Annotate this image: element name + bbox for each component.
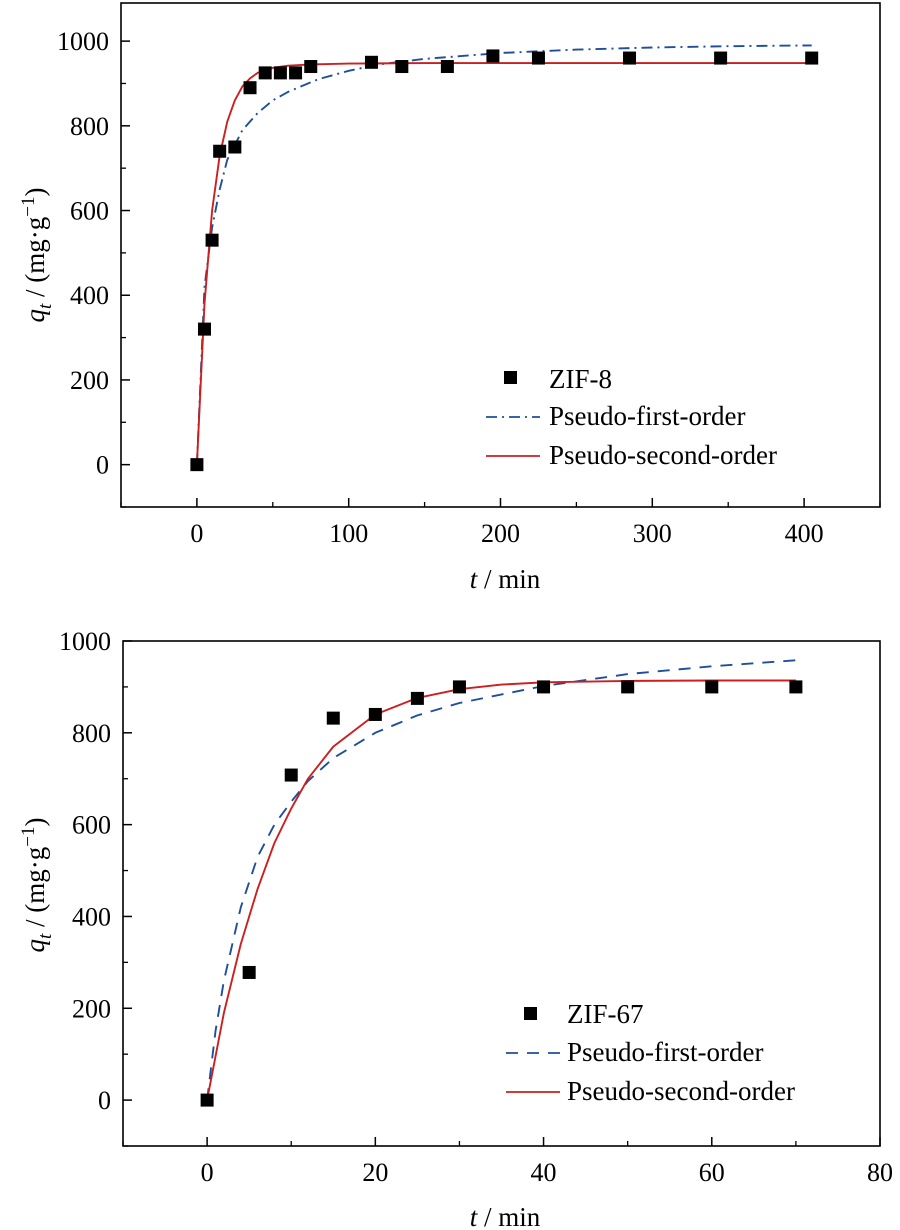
x-tick-label: 400: [785, 519, 824, 548]
data-point: [486, 49, 500, 63]
data-point: [368, 707, 382, 721]
data-point: [242, 965, 256, 979]
data-point: [805, 51, 819, 65]
y-tick-label: 800: [72, 719, 111, 748]
data-point: [190, 458, 204, 472]
series-line-2: [206, 679, 796, 1101]
x-axis-label: t / min: [470, 564, 541, 594]
y-tick-label: 600: [72, 811, 111, 840]
data-point: [531, 51, 545, 65]
legend-entry-first-order: Pseudo-first-order: [567, 1037, 763, 1067]
y-tick-label: 200: [70, 366, 109, 395]
y-tick-label: 1000: [59, 627, 111, 656]
legend-marker-square: [504, 371, 517, 384]
data-point: [395, 60, 409, 74]
data-point: [197, 322, 211, 336]
legend: ZIF-8 Pseudo-first-order Pseudo-second-o…: [486, 364, 777, 470]
x-tick-label: 40: [531, 1158, 557, 1187]
plot-frame: [122, 640, 881, 1147]
x-tick-label: 0: [190, 519, 203, 548]
y-tick-label: 400: [72, 902, 111, 931]
y-tick-label: 600: [70, 197, 109, 226]
x-tick-label: 200: [481, 519, 520, 548]
x-tick-label: 20: [362, 1158, 388, 1187]
x-tick-label: 100: [329, 519, 368, 548]
data-point: [243, 81, 257, 95]
legend-marker-square: [524, 1007, 537, 1020]
y-tick-label: 0: [96, 451, 109, 480]
y-axis-label: qt / (mg·g−1): [18, 188, 56, 323]
legend-entry-zif67: ZIF-67: [567, 999, 644, 1029]
series-line-1: [206, 659, 796, 1101]
data-point: [440, 60, 454, 74]
y-tick-label: 800: [70, 112, 109, 141]
data-point: [258, 66, 272, 80]
legend: ZIF-67 Pseudo-first-order Pseudo-second-…: [506, 999, 795, 1106]
data-point: [273, 66, 287, 80]
legend-entry-second-order: Pseudo-second-order: [549, 440, 777, 470]
data-markers: [190, 49, 819, 472]
data-point: [205, 233, 219, 247]
y-tick-label: 0: [98, 1086, 111, 1115]
data-point: [200, 1093, 214, 1107]
data-point: [228, 140, 242, 154]
data-point: [452, 680, 466, 694]
y-tick-label: 200: [72, 994, 111, 1023]
data-point: [364, 55, 378, 69]
x-tick-label: 300: [633, 519, 672, 548]
data-point: [289, 66, 303, 80]
ticks: 0 100 200 300 400 0 200 400 600 800 1000: [57, 27, 881, 548]
data-point: [537, 680, 551, 694]
x-tick-label: 80: [867, 1158, 893, 1187]
legend-entry-zif8: ZIF-8: [549, 364, 612, 394]
data-point: [410, 691, 424, 705]
data-point: [284, 768, 298, 782]
data-point: [326, 711, 340, 725]
data-point: [213, 144, 227, 158]
data-markers: [200, 680, 803, 1107]
legend-entry-first-order: Pseudo-first-order: [549, 401, 745, 431]
legend-entry-second-order: Pseudo-second-order: [567, 1076, 795, 1106]
plot-frame: [120, 2, 881, 508]
chart-zif8: 0 100 200 300 400 0 200 400 600 800 1000 t / min q…: [18, 2, 881, 594]
data-point: [714, 51, 728, 65]
data-point: [705, 680, 719, 694]
x-tick-label: 60: [699, 1158, 725, 1187]
x-tick-label: 0: [201, 1158, 214, 1187]
series-line-1: [195, 44, 812, 465]
data-point: [623, 51, 637, 65]
x-axis-label: t / min: [470, 1202, 541, 1230]
data-point: [304, 60, 318, 74]
y-tick-label: 1000: [57, 27, 109, 56]
y-axis-label: qt / (mg·g−1): [18, 818, 56, 953]
y-tick-label: 400: [70, 281, 109, 310]
data-point: [621, 680, 635, 694]
fit-curves: [206, 659, 796, 1101]
data-point: [789, 680, 803, 694]
